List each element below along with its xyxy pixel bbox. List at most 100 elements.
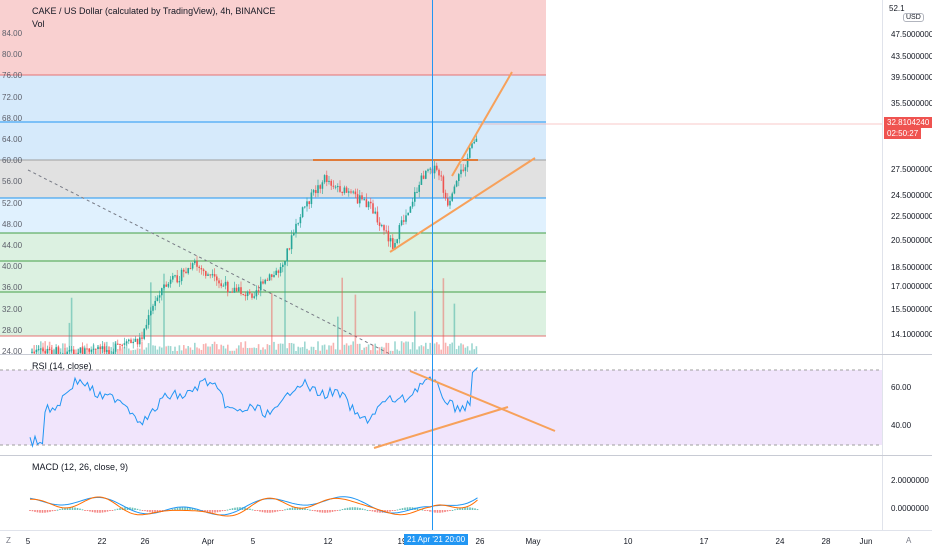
candle-body (249, 291, 251, 293)
candle-body (348, 191, 350, 192)
auto-scale-button[interactable]: A (906, 536, 911, 545)
rsi-chart-svg[interactable] (0, 355, 882, 455)
macd-histogram-bar (377, 510, 379, 513)
candle-body (346, 188, 348, 193)
macd-histogram-bar (474, 508, 476, 510)
volume-bar (51, 345, 53, 354)
volume-bar (462, 345, 464, 354)
macd-histogram-bar (259, 510, 261, 512)
candle-body (245, 295, 247, 296)
price-scale-tick: 20.5000000 (891, 236, 932, 245)
candle-body (240, 287, 242, 294)
macd-histogram-bar (307, 509, 309, 510)
macd-histogram-bar (177, 508, 179, 510)
volume-bar (311, 347, 313, 354)
macd-histogram-bar (62, 508, 64, 510)
macd-histogram-bar (137, 509, 139, 510)
price-scale-tick: 17.0000000 (891, 282, 932, 291)
macd-chart-svg[interactable] (0, 456, 882, 530)
macd-pane[interactable]: MACD (12, 26, close, 9) (0, 456, 882, 530)
candle-body (124, 343, 126, 345)
volume-bar (183, 345, 185, 354)
price-scale-tick: 24.5000000 (891, 191, 932, 200)
macd-histogram-bar (257, 510, 259, 511)
volume-bar (99, 346, 101, 354)
price-scale-tick: 14.1000000 (891, 330, 932, 339)
candle-body (440, 175, 442, 176)
macd-histogram-bar (402, 508, 404, 510)
macd-histogram-bar (292, 508, 294, 510)
price-scale-tick: 35.5000000 (891, 99, 932, 108)
candle-body (425, 171, 427, 179)
volume-bar (240, 342, 242, 354)
candle-body (355, 192, 357, 195)
rsi-pane[interactable]: RSI (14, close) (0, 355, 882, 455)
volume-bar (407, 342, 409, 354)
candle-body (278, 271, 280, 273)
candle-body (132, 342, 134, 343)
macd-tick: 2.0000000 (891, 476, 929, 485)
price-chart-svg[interactable] (0, 0, 882, 354)
price-pane[interactable]: CAKE / US Dollar (calculated by TradingV… (0, 0, 882, 354)
volume-bar (203, 344, 205, 354)
macd-histogram-bar (369, 510, 371, 511)
volume-bar (297, 347, 299, 354)
volume-bar (205, 343, 207, 354)
candle-body (139, 337, 141, 344)
candle-body (311, 193, 313, 205)
volume-bar (154, 346, 156, 354)
candle-body (238, 287, 240, 291)
rsi-tick: 60.00 (891, 383, 911, 392)
volume-bar (471, 343, 473, 354)
macd-histogram-bar (232, 508, 234, 510)
rsi-tick: 40.00 (891, 421, 911, 430)
macd-histogram-bar (144, 510, 146, 511)
price-scale-tick: 52.1 (889, 4, 905, 13)
price-scale-tick: 39.5000000 (891, 73, 932, 82)
macd-signal-line (30, 497, 478, 516)
candle-body (414, 192, 416, 202)
price-unit-badge[interactable]: USD (903, 13, 924, 22)
candle-body (291, 235, 293, 249)
candle-body (212, 274, 214, 275)
volume-bar (179, 345, 181, 354)
candle-body (141, 337, 143, 338)
candle-body (172, 276, 174, 280)
rsi-scale[interactable]: 60.00 40.00 (882, 355, 932, 455)
macd-scale[interactable]: 2.0000000 0.0000000 (882, 456, 932, 530)
candle-body (359, 195, 361, 203)
macd-histogram-bar (54, 510, 56, 511)
zoom-reset-button[interactable]: Z (6, 536, 11, 545)
candle-body (130, 340, 132, 344)
volume-legend: Vol (32, 19, 45, 29)
volume-bar (141, 342, 143, 354)
candle-body (447, 199, 449, 206)
macd-histogram-bar (472, 508, 474, 510)
crosshair-vertical-line (432, 0, 433, 530)
volume-bar (280, 343, 282, 354)
macd-histogram-bar (434, 510, 436, 513)
macd-histogram-bar (152, 510, 154, 513)
candle-body (117, 344, 119, 345)
candle-body (361, 195, 363, 199)
time-axis-tick: Jun (860, 537, 873, 546)
time-axis-tick: 26 (476, 537, 485, 546)
candle-body (465, 167, 467, 171)
macd-histogram-bar (272, 510, 274, 513)
macd-histogram-bar (309, 510, 311, 511)
volume-bar (350, 345, 352, 354)
candle-body (273, 275, 275, 277)
macd-histogram-bar (264, 510, 266, 513)
candle-body (462, 170, 464, 171)
time-axis-tick: 10 (624, 537, 633, 546)
crosshair-time-badge: 21 Apr '21 20:00 (404, 534, 468, 545)
candle-body (324, 175, 326, 182)
candle-body (135, 339, 137, 342)
volume-bar (102, 346, 104, 354)
candle-body (350, 191, 352, 192)
volume-bar (196, 347, 198, 354)
candle-body (383, 225, 385, 230)
candle-body (253, 296, 255, 297)
